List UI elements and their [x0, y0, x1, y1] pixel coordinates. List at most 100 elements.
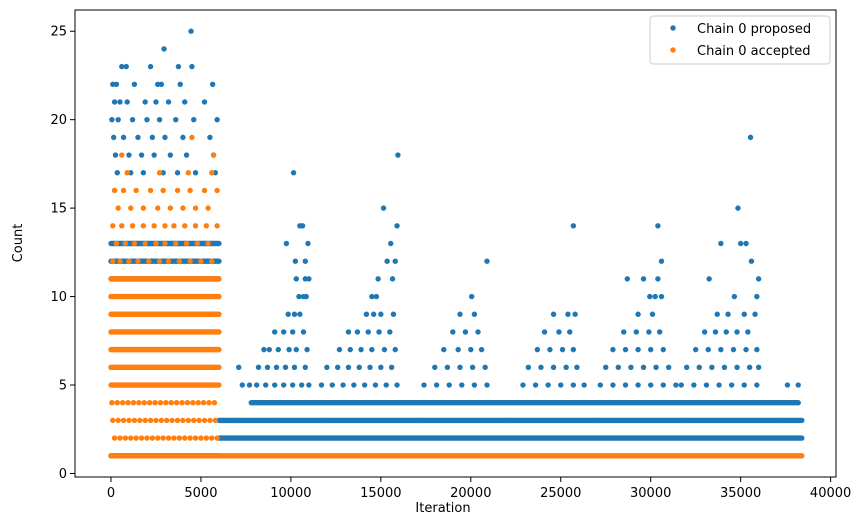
- data-point: [709, 364, 715, 371]
- data-point: [140, 205, 147, 211]
- data-point: [293, 346, 299, 353]
- data-point: [635, 346, 641, 353]
- data-point: [120, 187, 127, 194]
- data-point: [203, 435, 210, 441]
- data-point: [122, 435, 129, 441]
- data-point: [567, 329, 573, 335]
- data-point: [291, 311, 298, 317]
- data-point: [302, 258, 308, 264]
- data-point: [372, 382, 379, 388]
- data-point: [129, 116, 136, 123]
- data-point: [174, 170, 181, 176]
- data-point: [142, 240, 148, 247]
- data-point: [635, 382, 641, 388]
- data-point: [547, 346, 553, 353]
- data-point: [378, 364, 384, 371]
- y-tick-label: 15: [50, 202, 67, 217]
- data-point: [261, 346, 267, 353]
- data-point: [370, 311, 377, 317]
- data-point: [462, 329, 469, 335]
- data-point: [188, 28, 194, 34]
- legend: Chain 0 proposed Chain 0 accepted: [649, 15, 831, 65]
- data-point: [289, 329, 296, 335]
- data-point: [773, 417, 780, 424]
- data-point: [354, 329, 361, 335]
- data-point: [173, 400, 180, 406]
- data-point: [160, 435, 166, 441]
- data-point: [117, 258, 123, 264]
- data-point: [236, 364, 242, 371]
- data-point: [665, 364, 672, 371]
- data-point: [692, 346, 699, 353]
- data-point: [286, 346, 292, 353]
- data-point: [455, 346, 461, 353]
- data-point: [162, 134, 168, 141]
- data-point: [149, 435, 156, 441]
- data-point: [747, 134, 754, 141]
- data-point: [110, 134, 117, 141]
- data-point: [718, 346, 724, 353]
- data-point: [155, 205, 161, 211]
- data-point: [124, 99, 130, 105]
- data-point: [109, 116, 115, 123]
- data-point: [169, 417, 175, 424]
- data-point: [334, 364, 341, 371]
- data-point: [603, 364, 609, 371]
- data-point: [731, 293, 738, 300]
- data-point: [755, 364, 762, 371]
- data-point: [152, 400, 158, 406]
- data-point: [167, 152, 174, 158]
- data-point: [117, 435, 123, 441]
- data-point: [730, 346, 737, 353]
- data-point: [142, 417, 148, 424]
- data-point: [558, 382, 564, 388]
- data-point: [119, 400, 126, 406]
- data-point: [718, 240, 724, 247]
- data-point: [622, 346, 629, 353]
- data-point: [129, 223, 136, 229]
- data-point: [214, 435, 220, 441]
- data-point: [570, 382, 577, 388]
- data-point: [110, 223, 116, 229]
- x-tick-label: 15000: [360, 486, 401, 501]
- data-point: [361, 382, 368, 388]
- data-point: [128, 205, 134, 211]
- data-point: [266, 346, 272, 353]
- data-point: [594, 417, 600, 424]
- data-point: [135, 258, 141, 264]
- data-point: [156, 258, 163, 264]
- data-point: [200, 400, 207, 406]
- data-point: [432, 364, 438, 371]
- data-point: [119, 223, 125, 229]
- data-point: [214, 187, 220, 194]
- data-point: [147, 417, 154, 424]
- data-point: [207, 417, 213, 424]
- data-point: [125, 400, 131, 406]
- data-point: [131, 240, 138, 247]
- data-point: [471, 311, 478, 317]
- data-point: [652, 293, 658, 300]
- data-point: [191, 417, 197, 424]
- data-point: [115, 417, 121, 424]
- data-point: [504, 417, 510, 424]
- x-tick-label: 25000: [540, 486, 581, 501]
- data-point: [262, 382, 269, 388]
- data-point: [358, 346, 364, 353]
- data-point: [146, 400, 153, 406]
- data-point: [203, 223, 210, 229]
- data-point: [610, 346, 616, 353]
- data-point: [176, 258, 183, 264]
- data-point: [351, 382, 357, 388]
- data-point: [192, 170, 199, 176]
- data-point: [140, 223, 147, 229]
- data-point: [123, 63, 129, 70]
- data-point: [138, 435, 145, 441]
- legend-box: [649, 15, 831, 65]
- data-point: [550, 311, 557, 317]
- data-point: [126, 152, 132, 158]
- data-point: [120, 134, 127, 141]
- data-point: [290, 170, 297, 176]
- data-point: [122, 240, 129, 247]
- data-point: [712, 329, 719, 335]
- data-point: [716, 382, 722, 388]
